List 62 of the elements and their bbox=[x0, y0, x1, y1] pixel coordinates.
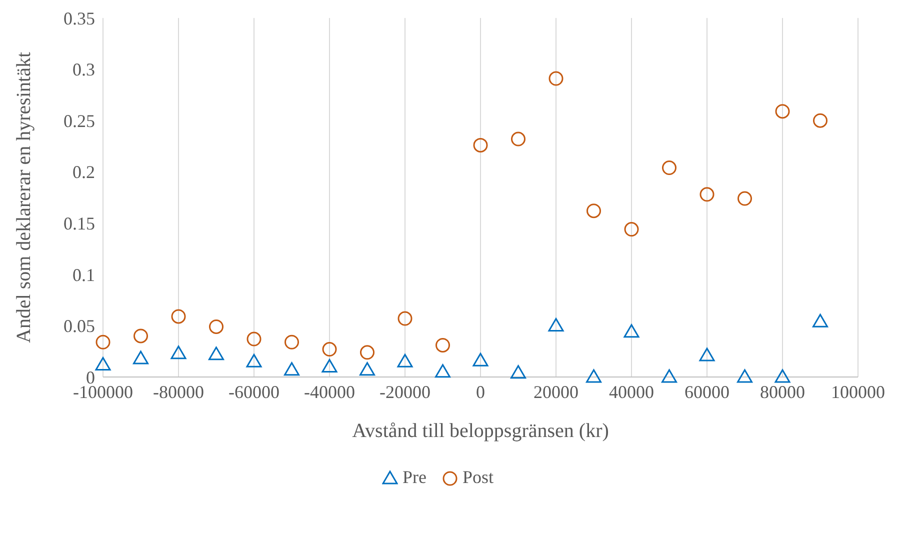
point bbox=[134, 328, 148, 344]
x-axis-title: Avstånd till beloppsgränsen (kr) bbox=[352, 420, 609, 442]
legend-label: Pre bbox=[402, 467, 426, 488]
point bbox=[95, 356, 111, 370]
point bbox=[812, 314, 828, 328]
y-tick-label: 0.35 bbox=[64, 8, 95, 28]
point bbox=[397, 354, 413, 368]
point bbox=[246, 332, 262, 346]
y-tick-label: 0.15 bbox=[64, 214, 95, 234]
point bbox=[548, 71, 564, 86]
x-tick-label: -60000 bbox=[228, 382, 280, 402]
point bbox=[511, 132, 526, 146]
y-tick-label: 0.05 bbox=[64, 316, 95, 336]
point bbox=[322, 358, 338, 372]
point bbox=[96, 334, 110, 350]
x-tick-label: 40000 bbox=[609, 382, 654, 402]
y-tick-label: 0 bbox=[86, 367, 95, 388]
x-tick-label: 20000 bbox=[534, 382, 578, 402]
point bbox=[624, 324, 640, 338]
point bbox=[586, 369, 602, 383]
point bbox=[322, 342, 337, 357]
point bbox=[246, 354, 262, 368]
point bbox=[624, 222, 639, 237]
point bbox=[398, 311, 412, 326]
point bbox=[360, 362, 375, 376]
point bbox=[473, 138, 488, 152]
point bbox=[171, 309, 186, 324]
point bbox=[170, 346, 186, 360]
y-tick-label: 0.1 bbox=[72, 264, 95, 285]
point bbox=[737, 369, 752, 383]
y-tick-label: 0.2 bbox=[72, 162, 95, 182]
point bbox=[209, 319, 224, 334]
point bbox=[700, 187, 714, 202]
point bbox=[774, 369, 790, 383]
point bbox=[284, 362, 300, 376]
x-tick-label: -80000 bbox=[153, 382, 204, 402]
point bbox=[586, 204, 601, 218]
point bbox=[436, 338, 450, 352]
point bbox=[284, 334, 299, 350]
y-axis-title: Andel som deklarerar en hyresintäkt bbox=[13, 52, 36, 344]
x-tick-label: -40000 bbox=[304, 382, 355, 402]
y-tick-label: 0.3 bbox=[72, 60, 95, 80]
x-tick-label: 80000 bbox=[760, 382, 805, 402]
point bbox=[662, 369, 677, 383]
point bbox=[510, 365, 526, 379]
x-tick-label: -20000 bbox=[380, 382, 430, 402]
point bbox=[775, 104, 790, 119]
point bbox=[472, 352, 488, 366]
point bbox=[699, 348, 715, 362]
x-tick-label: 0 bbox=[476, 382, 485, 402]
point bbox=[548, 318, 564, 332]
point bbox=[662, 160, 676, 176]
y-tick-label: 0.25 bbox=[64, 110, 95, 131]
point bbox=[813, 113, 828, 128]
x-tick-label: 60000 bbox=[684, 382, 730, 402]
point bbox=[435, 364, 450, 378]
point bbox=[360, 345, 374, 360]
legend-label: Post bbox=[462, 467, 494, 488]
x-tick-label: 100000 bbox=[831, 382, 885, 402]
point bbox=[133, 350, 148, 364]
point bbox=[208, 346, 224, 360]
point bbox=[738, 191, 752, 206]
